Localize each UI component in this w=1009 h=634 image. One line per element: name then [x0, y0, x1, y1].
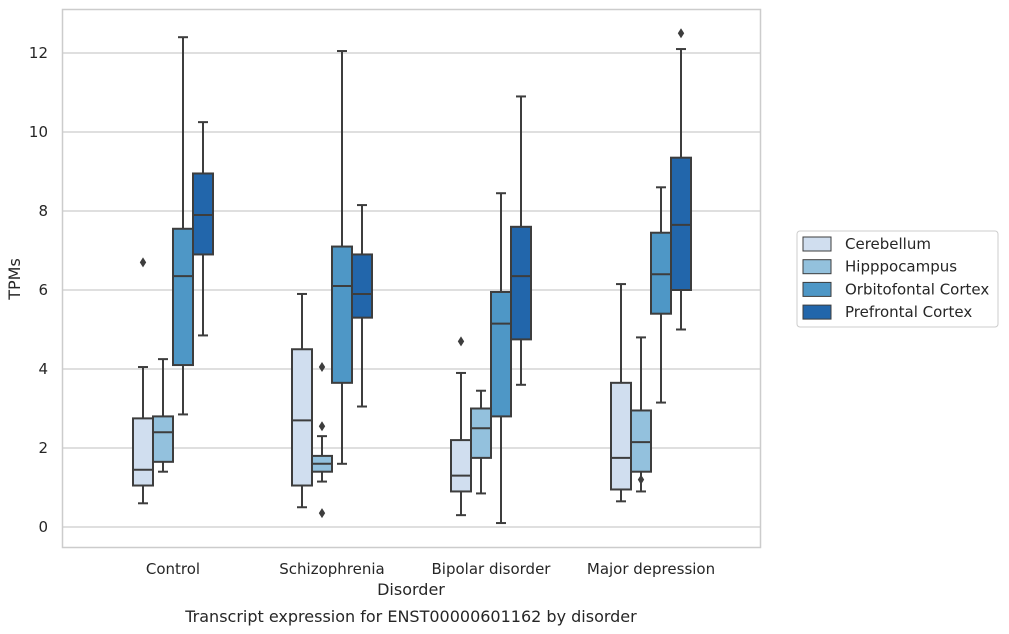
x-tick-label: Schizophrenia — [279, 560, 384, 578]
box — [132, 417, 154, 487]
box-group — [351, 204, 373, 408]
box — [470, 407, 492, 459]
box — [331, 245, 353, 384]
x-tick-label: Control — [146, 560, 200, 578]
legend-label: Prefrontal Cortex — [845, 303, 972, 321]
box-group — [490, 192, 512, 525]
legend: Cerebellum Hipppocampus Orbitofontal Corte… — [796, 230, 999, 328]
outlier-point — [457, 336, 465, 347]
box-group — [311, 362, 333, 519]
box — [610, 381, 632, 491]
box-group — [152, 358, 174, 473]
legend-swatch — [802, 236, 832, 252]
y-tick-label: 10 — [29, 123, 48, 141]
box — [351, 253, 373, 319]
box — [172, 227, 194, 367]
box — [490, 290, 512, 418]
y-tick-label: 4 — [38, 360, 48, 378]
box-group — [450, 336, 472, 517]
box — [152, 415, 174, 463]
outlier-point — [318, 421, 326, 432]
y-tick-label: 8 — [38, 202, 48, 220]
legend-frame — [796, 230, 999, 328]
x-axis-ticks: Control Schizophrenia Bipolar disorder Majo… — [146, 560, 715, 578]
y-tick-label: 6 — [38, 281, 48, 299]
y-axis-title: TPMs — [5, 258, 24, 301]
legend-label: Cerebellum — [845, 235, 931, 253]
outlier-point — [318, 508, 326, 519]
box-group — [650, 186, 672, 404]
x-axis-title: Disorder — [377, 580, 445, 599]
y-tick-label: 12 — [29, 44, 48, 62]
boxes — [132, 28, 692, 525]
legend-swatch — [802, 259, 832, 275]
box-group — [610, 283, 632, 503]
legend-swatch — [802, 281, 832, 297]
box-group — [291, 292, 313, 509]
outlier-point — [139, 257, 147, 268]
outlier-point — [318, 362, 326, 373]
outlier-point — [677, 28, 685, 39]
box-group — [470, 389, 492, 495]
y-axis-ticks: 0 2 4 6 8 10 12 — [29, 44, 48, 536]
box-group — [172, 36, 194, 416]
box-group — [630, 336, 652, 493]
legend-label: Hipppocampus — [845, 258, 957, 276]
box — [510, 225, 532, 341]
x-tick-label: Major depression — [587, 560, 715, 578]
x-tick-label: Bipolar disorder — [432, 560, 552, 578]
legend-label: Orbitofontal Cortex — [845, 280, 989, 298]
box-group — [510, 95, 532, 386]
y-tick-label: 0 — [38, 518, 48, 536]
box — [450, 439, 472, 493]
chart-caption: Transcript expression for ENST0000060116… — [184, 607, 637, 626]
box-group — [192, 121, 214, 337]
legend-swatch — [802, 304, 832, 320]
box-group — [670, 28, 692, 331]
y-tick-label: 2 — [38, 439, 48, 457]
outlier-point — [637, 474, 645, 485]
box — [291, 348, 313, 487]
